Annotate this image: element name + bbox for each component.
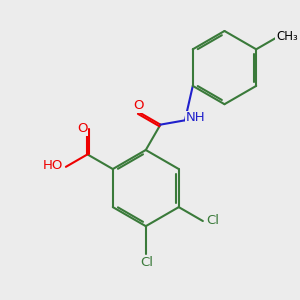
Text: NH: NH <box>185 112 205 124</box>
Text: Cl: Cl <box>141 256 154 269</box>
Text: CH₃: CH₃ <box>276 30 298 43</box>
Text: O: O <box>77 122 87 135</box>
Text: Cl: Cl <box>207 214 220 227</box>
Text: O: O <box>133 99 143 112</box>
Text: HO: HO <box>43 159 63 172</box>
